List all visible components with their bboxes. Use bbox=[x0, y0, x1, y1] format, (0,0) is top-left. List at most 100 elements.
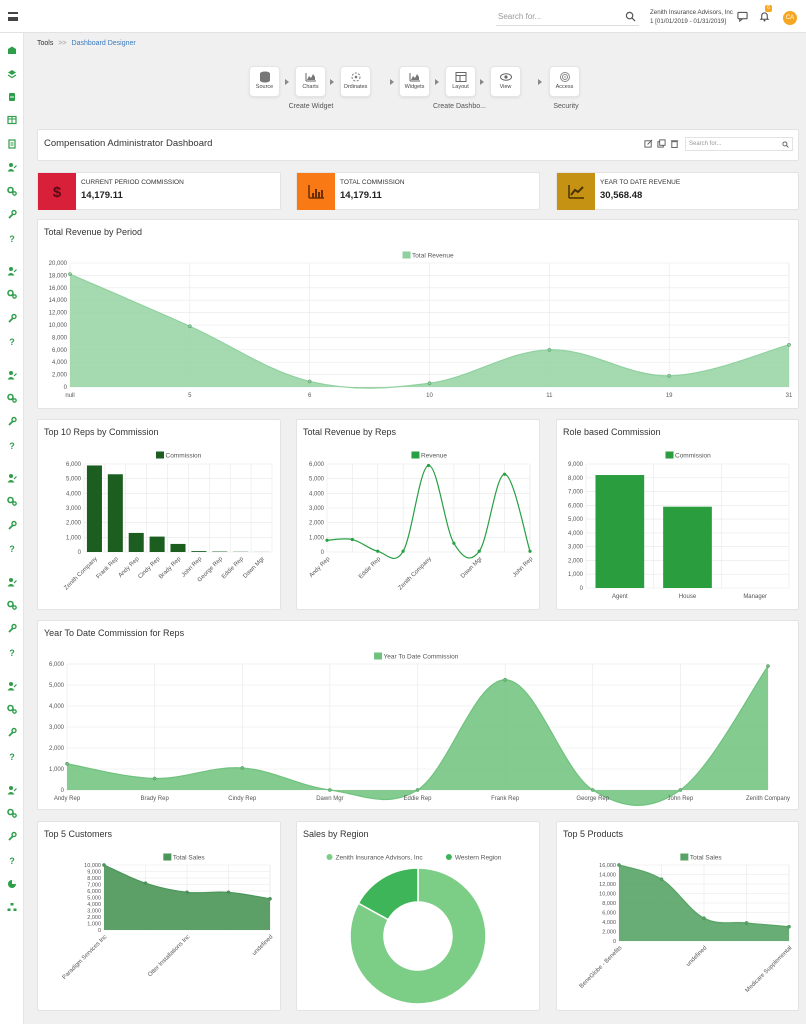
sidebar-help-icon[interactable]: ? bbox=[7, 233, 17, 243]
dashboard-search-input[interactable]: Search for... bbox=[685, 137, 793, 151]
card-ytd-commission: Year To Date Commission for Reps bbox=[37, 620, 799, 810]
card-total-revenue-period: Total Revenue by Period bbox=[37, 219, 799, 409]
sidebar-gears-icon[interactable] bbox=[7, 496, 17, 506]
dollar-icon: $ bbox=[38, 173, 76, 210]
sidebar-help-icon[interactable]: ? bbox=[7, 855, 17, 865]
sidebar-user-icon[interactable] bbox=[7, 785, 17, 795]
chat-icon[interactable] bbox=[737, 11, 748, 22]
sidebar-wrench-icon[interactable] bbox=[7, 520, 17, 530]
sidebar-report-icon[interactable] bbox=[7, 139, 17, 149]
search-placeholder: Search for... bbox=[498, 12, 542, 21]
wizard-step-label: Ordinates bbox=[343, 84, 368, 90]
sidebar-database-icon[interactable] bbox=[7, 46, 17, 56]
sidebar-help-icon[interactable]: ? bbox=[7, 751, 17, 761]
wizard-arrow-icon bbox=[538, 79, 542, 85]
sidebar-help-icon[interactable]: ? bbox=[7, 647, 17, 657]
dashboard-title: Compensation Administrator Dashboard bbox=[44, 138, 213, 149]
access-icon bbox=[559, 72, 570, 82]
card-role-commission: Role based Commission bbox=[556, 419, 799, 610]
search-icon[interactable] bbox=[625, 11, 636, 22]
kpi-value: 14,179.11 bbox=[340, 190, 382, 201]
kpi-label: CURRENT PERIOD COMMISSION bbox=[81, 179, 184, 186]
avatar[interactable]: CA bbox=[783, 11, 797, 25]
breadcrumb-dashboard-designer[interactable]: Dashboard Designer bbox=[71, 40, 136, 47]
sidebar-wrench-icon[interactable] bbox=[7, 209, 17, 219]
sidebar-user-icon[interactable] bbox=[7, 162, 17, 172]
sidebar-gears-icon[interactable] bbox=[7, 808, 17, 818]
sidebar-help-icon[interactable]: ? bbox=[7, 440, 17, 450]
group-create-dashboard: Create Dashbo... bbox=[433, 103, 486, 110]
wizard-arrow-icon bbox=[480, 79, 484, 85]
wizard-arrow-icon bbox=[390, 79, 394, 85]
bell-icon[interactable] bbox=[759, 11, 770, 22]
bar-chart-icon bbox=[297, 173, 335, 210]
group-security: Security bbox=[553, 103, 579, 110]
menu-icon[interactable] bbox=[8, 12, 18, 21]
wizard-arrow-icon bbox=[285, 79, 289, 85]
sidebar-wrench-icon[interactable] bbox=[7, 831, 17, 841]
kpi-card[interactable]: $ CURRENT PERIOD COMMISSION 14,179.11 bbox=[37, 172, 281, 210]
sidebar-user-icon[interactable] bbox=[7, 266, 17, 276]
wizard-step-label: Source bbox=[255, 84, 274, 90]
svg-text:$: $ bbox=[53, 184, 62, 201]
wizard-step-charts[interactable]: Charts bbox=[295, 66, 326, 97]
sidebar-wrench-icon[interactable] bbox=[7, 313, 17, 323]
layout-icon bbox=[455, 72, 466, 82]
card-top10-reps: Top 10 Reps by Commission bbox=[37, 419, 281, 610]
sidebar-gears-icon[interactable] bbox=[7, 704, 17, 714]
sidebar-user-icon[interactable] bbox=[7, 681, 17, 691]
card-title: Role based Commission bbox=[563, 427, 661, 437]
breadcrumb-separator: >> bbox=[58, 40, 67, 47]
sidebar-gears-icon[interactable] bbox=[7, 186, 17, 196]
kpi-card[interactable]: YEAR TO DATE REVENUE 30,568.48 bbox=[556, 172, 799, 210]
wizard-step-access[interactable]: Access bbox=[549, 66, 580, 97]
sidebar-gears-icon[interactable] bbox=[7, 600, 17, 610]
trash-icon[interactable] bbox=[670, 139, 679, 148]
wizard-step-view[interactable]: View bbox=[490, 66, 521, 97]
card-title: Top 5 Products bbox=[563, 829, 624, 839]
view-icon bbox=[499, 73, 512, 81]
sidebar-gears-icon[interactable] bbox=[7, 289, 17, 299]
kpi-label: TOTAL COMMISSION bbox=[340, 179, 405, 186]
card-title: Top 5 Customers bbox=[44, 829, 113, 839]
kpi-value: 30,568.48 bbox=[600, 190, 643, 201]
sidebar-pie-icon[interactable] bbox=[7, 879, 17, 889]
org-name: Zenith Insurance Advisors, Inc bbox=[650, 9, 733, 16]
breadcrumb: Tools >> Dashboard Designer bbox=[37, 40, 136, 47]
card-revenue-reps: Total Revenue by Reps bbox=[296, 419, 540, 610]
sidebar-user-icon[interactable] bbox=[7, 370, 17, 380]
wizard-step-layout[interactable]: Layout bbox=[445, 66, 476, 97]
sidebar-user-icon[interactable] bbox=[7, 577, 17, 587]
wizard-step-widgets[interactable]: Widgets bbox=[399, 66, 430, 97]
breadcrumb-tools[interactable]: Tools bbox=[37, 40, 54, 47]
global-search-input[interactable]: Search for... bbox=[496, 8, 639, 26]
sidebar-server-icon[interactable] bbox=[7, 92, 17, 102]
edit-icon[interactable] bbox=[644, 139, 653, 148]
sidebar-wrench-icon[interactable] bbox=[7, 623, 17, 633]
group-create-widget: Create Widget bbox=[288, 103, 334, 110]
sidebar-wrench-icon[interactable] bbox=[7, 727, 17, 737]
copy-icon[interactable] bbox=[657, 139, 666, 148]
sidebar-table-icon[interactable] bbox=[7, 115, 17, 125]
sidebar-help-icon[interactable]: ? bbox=[7, 543, 17, 553]
period-label: 1 [01/01/2019 - 01/31/2019] bbox=[650, 18, 727, 25]
wizard-step-source[interactable]: Source bbox=[249, 66, 280, 97]
sidebar-gears-icon[interactable] bbox=[7, 393, 17, 403]
sidebar-wrench-icon[interactable] bbox=[7, 416, 17, 426]
card-title: Sales by Region bbox=[303, 829, 369, 839]
wizard-step-label: Layout bbox=[452, 84, 469, 90]
organization-info[interactable]: Zenith Insurance Advisors, Inc 1 [01/01/… bbox=[650, 8, 733, 26]
svg-text:?: ? bbox=[9, 648, 15, 657]
sidebar-user-icon[interactable] bbox=[7, 473, 17, 483]
sidebar-layers-icon[interactable] bbox=[7, 69, 17, 79]
kpi-card[interactable]: TOTAL COMMISSION 14,179.11 bbox=[296, 172, 540, 210]
search-icon[interactable] bbox=[782, 141, 789, 148]
sidebar-help-icon[interactable]: ? bbox=[7, 336, 17, 346]
card-title: Total Revenue by Reps bbox=[303, 427, 397, 437]
wizard-step-ordinates[interactable]: Ordinates bbox=[340, 66, 371, 97]
kpi-value: 14,179.11 bbox=[81, 190, 123, 201]
sidebar-sitemap-icon[interactable] bbox=[7, 902, 17, 912]
card-title: Total Revenue by Period bbox=[44, 227, 143, 237]
card-top5-products: Top 5 Products bbox=[556, 821, 799, 1011]
svg-text:?: ? bbox=[9, 856, 15, 865]
